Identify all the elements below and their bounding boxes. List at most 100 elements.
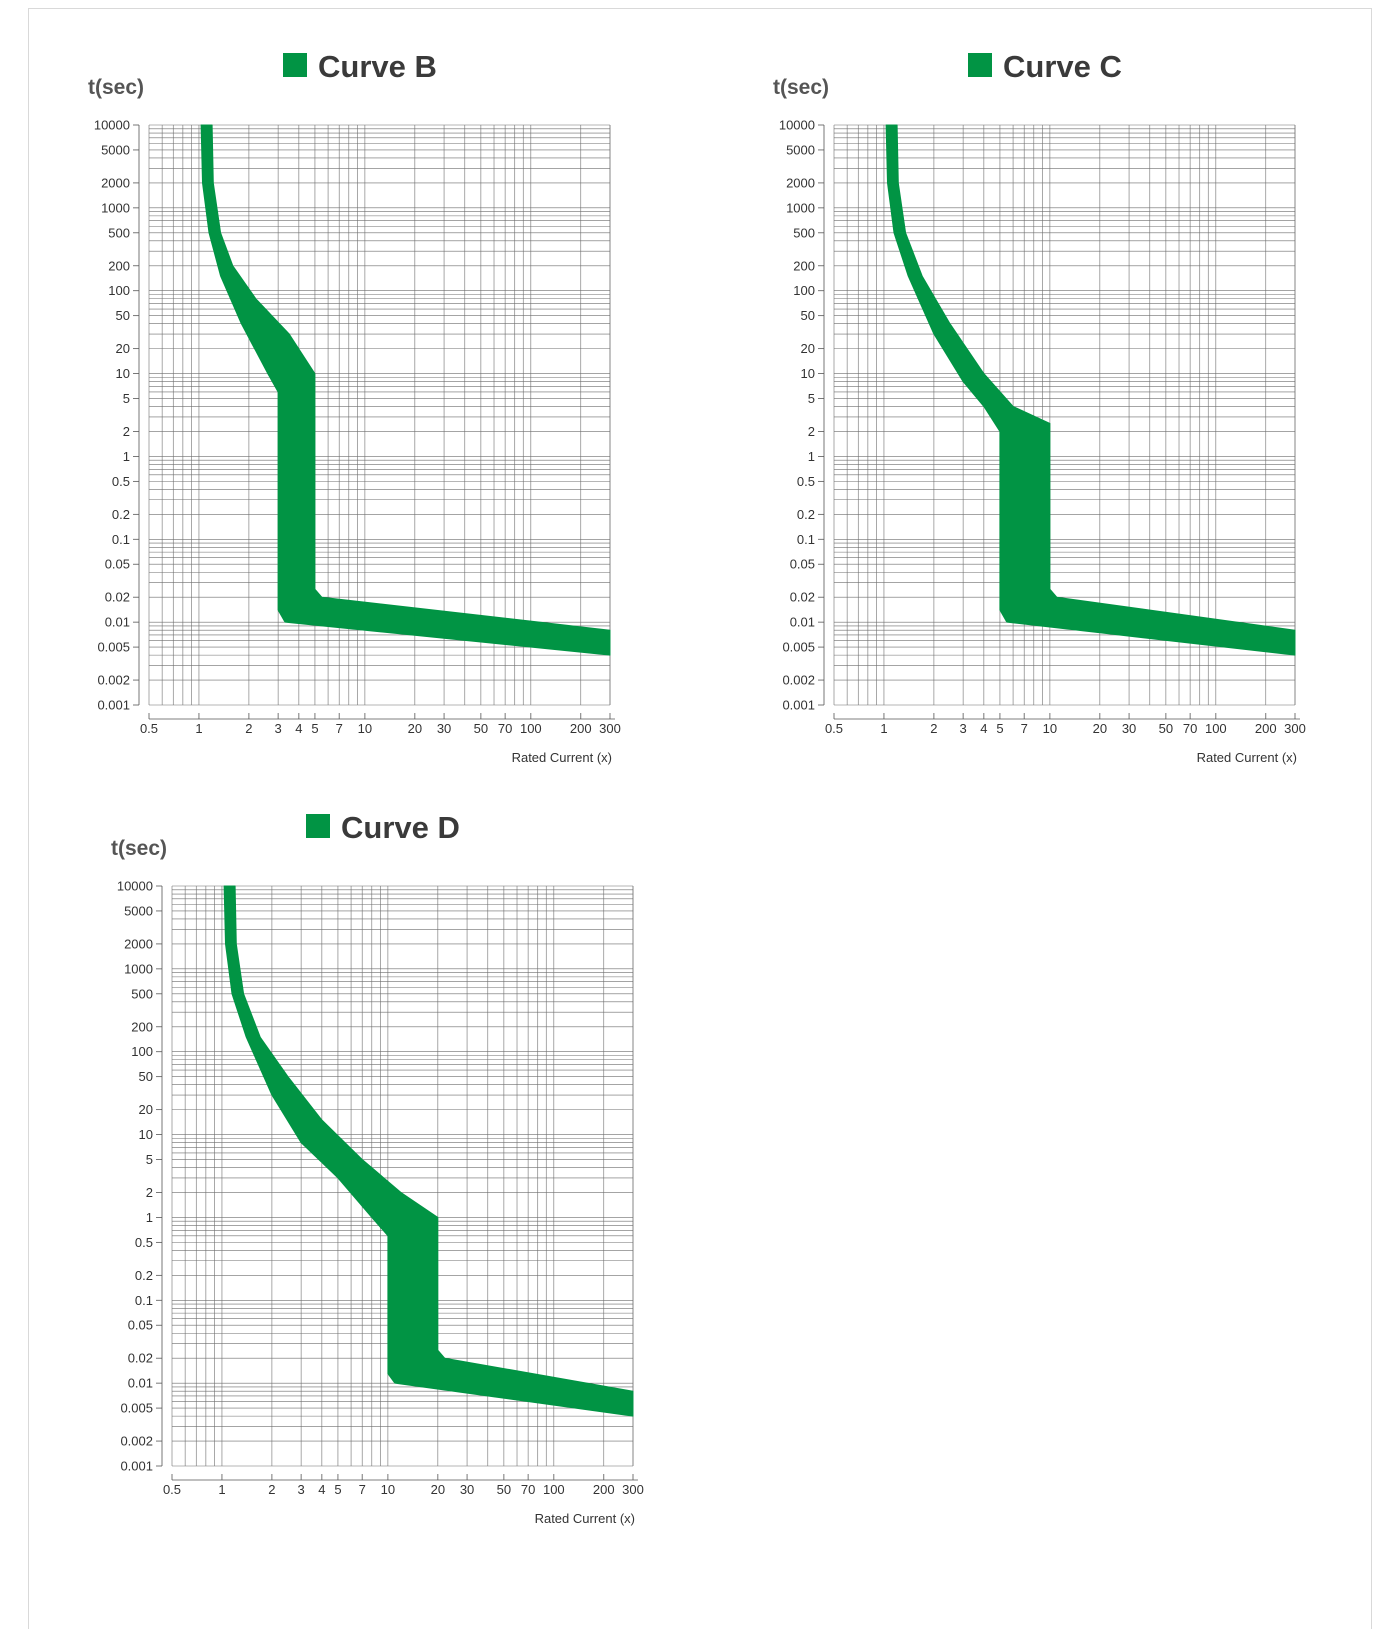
- y-tick-label: 20: [139, 1102, 153, 1117]
- y-tick-label: 0.05: [128, 1318, 153, 1333]
- x-tick-label: 5: [311, 721, 318, 736]
- y-tick-label: 0.002: [120, 1434, 153, 1449]
- x-tick-label: 70: [1183, 721, 1197, 736]
- y-tick-label: 0.5: [135, 1235, 153, 1250]
- y-tick-label: 10000: [94, 118, 130, 133]
- x-tick-label: 10: [1043, 721, 1057, 736]
- y-tick-label: 500: [108, 225, 130, 240]
- axes: [138, 125, 615, 720]
- x-tick-label: 4: [295, 721, 302, 736]
- y-tick-label: 2000: [786, 175, 815, 190]
- x-tick-label: 0.5: [163, 1482, 181, 1497]
- x-tick-label: 3: [298, 1482, 305, 1497]
- legend-swatch: [283, 53, 307, 77]
- x-tick-label: 1: [218, 1482, 225, 1497]
- y-tick-label: 2: [123, 424, 130, 439]
- x-tick-label: 300: [1284, 721, 1306, 736]
- y-tick-label: 2000: [101, 175, 130, 190]
- y-tick-label: 500: [793, 225, 815, 240]
- x-tick-label: 0.5: [825, 721, 843, 736]
- chart-curve-c: Curve C t(sec) 10000 5000 2000 1000 500 200 100 5…: [773, 49, 1306, 765]
- y-tick-label: 0.001: [782, 698, 815, 713]
- trip-curve-band: [885, 124, 1296, 656]
- x-tick-label: 100: [520, 721, 542, 736]
- y-tick-label: 50: [801, 308, 815, 323]
- y-tick-label: 0.002: [97, 673, 130, 688]
- x-tick-label: 200: [570, 721, 592, 736]
- y-tick-label: 5: [808, 391, 815, 406]
- chart-curve-d: Curve D t(sec) 10000 5000 2000 1000 500 200 100 5…: [111, 810, 644, 1526]
- y-tick-label: 500: [131, 986, 153, 1001]
- y-tick-label: 0.001: [120, 1459, 153, 1474]
- y-tick-label: 5000: [101, 142, 130, 157]
- y-tick-label: 50: [139, 1069, 153, 1084]
- x-tick-label: 7: [336, 721, 343, 736]
- y-tick-label: 100: [793, 283, 815, 298]
- y-tick-label: 0.2: [112, 507, 130, 522]
- y-tick-label: 2: [146, 1185, 153, 1200]
- y-tick-label: 0.002: [782, 673, 815, 688]
- y-tick-label: 200: [108, 258, 130, 273]
- y-tick-label: 10000: [117, 879, 153, 894]
- chart-panel-curve-c: Curve C t(sec) 10000 5000 2000 1000 500 200 100 5…: [765, 40, 1345, 785]
- x-tick-label: 50: [497, 1482, 511, 1497]
- axes: [823, 125, 1300, 720]
- y-tick-label: 100: [108, 283, 130, 298]
- x-tick-label: 30: [460, 1482, 474, 1497]
- y-tick-label: 10: [801, 366, 815, 381]
- y-tick-label: 0.02: [105, 590, 130, 605]
- y-tick-label: 50: [116, 308, 130, 323]
- x-tick-label: 7: [1021, 721, 1028, 736]
- x-tick-label: 200: [1255, 721, 1277, 736]
- y-tick-label: 10: [139, 1127, 153, 1142]
- x-axis-title: Rated Current (x): [1197, 750, 1297, 765]
- trip-curve-band: [200, 124, 611, 656]
- x-tick-label: 30: [437, 721, 451, 736]
- chart-curve-b: Curve B t(sec) 10000 5000 2000 1000 500 200 100 5…: [88, 49, 621, 765]
- x-tick-label: 300: [599, 721, 621, 736]
- y-axis-title: t(sec): [88, 76, 144, 99]
- trip-curve-band: [223, 885, 634, 1417]
- y-tick-label: 5: [123, 391, 130, 406]
- x-tick-label: 100: [1205, 721, 1227, 736]
- x-tick-label: 200: [593, 1482, 615, 1497]
- y-tick-label: 20: [801, 341, 815, 356]
- chart-panel-curve-d: Curve D t(sec) 10000 5000 2000 1000 500 200 100 5…: [103, 801, 683, 1546]
- x-tick-label: 5: [996, 721, 1003, 736]
- x-tick-label: 5: [334, 1482, 341, 1497]
- y-tick-label: 20: [116, 341, 130, 356]
- axes: [161, 886, 638, 1481]
- y-tick-label: 0.5: [112, 474, 130, 489]
- legend-label: Curve D: [341, 810, 460, 845]
- y-tick-label: 5000: [124, 903, 153, 918]
- x-tick-label: 20: [408, 721, 422, 736]
- y-tick-label: 0.1: [112, 532, 130, 547]
- x-tick-label: 30: [1122, 721, 1136, 736]
- legend-swatch: [306, 814, 330, 838]
- x-tick-label: 70: [521, 1482, 535, 1497]
- y-tick-label: 0.1: [135, 1293, 153, 1308]
- x-tick-label: 1: [195, 721, 202, 736]
- legend-label: Curve C: [1003, 49, 1122, 84]
- y-tick-label: 5000: [786, 142, 815, 157]
- x-tick-label: 70: [498, 721, 512, 736]
- y-tick-label: 1000: [101, 200, 130, 215]
- x-tick-label: 20: [431, 1482, 445, 1497]
- y-tick-label: 0.001: [97, 698, 130, 713]
- x-tick-label: 7: [359, 1482, 366, 1497]
- y-tick-label: 200: [793, 258, 815, 273]
- x-tick-label: 2: [268, 1482, 275, 1497]
- x-tick-label: 4: [318, 1482, 325, 1497]
- y-tick-label: 2000: [124, 936, 153, 951]
- x-tick-label: 20: [1093, 721, 1107, 736]
- x-tick-label: 3: [275, 721, 282, 736]
- y-tick-label: 0.01: [790, 615, 815, 630]
- y-tick-label: 0.01: [105, 615, 130, 630]
- y-tick-label: 0.02: [128, 1351, 153, 1366]
- x-tick-label: 0.5: [140, 721, 158, 736]
- x-tick-label: 2: [930, 721, 937, 736]
- y-tick-label: 2: [808, 424, 815, 439]
- y-tick-label: 1000: [124, 961, 153, 976]
- y-tick-label: 0.1: [797, 532, 815, 547]
- x-tick-label: 2: [245, 721, 252, 736]
